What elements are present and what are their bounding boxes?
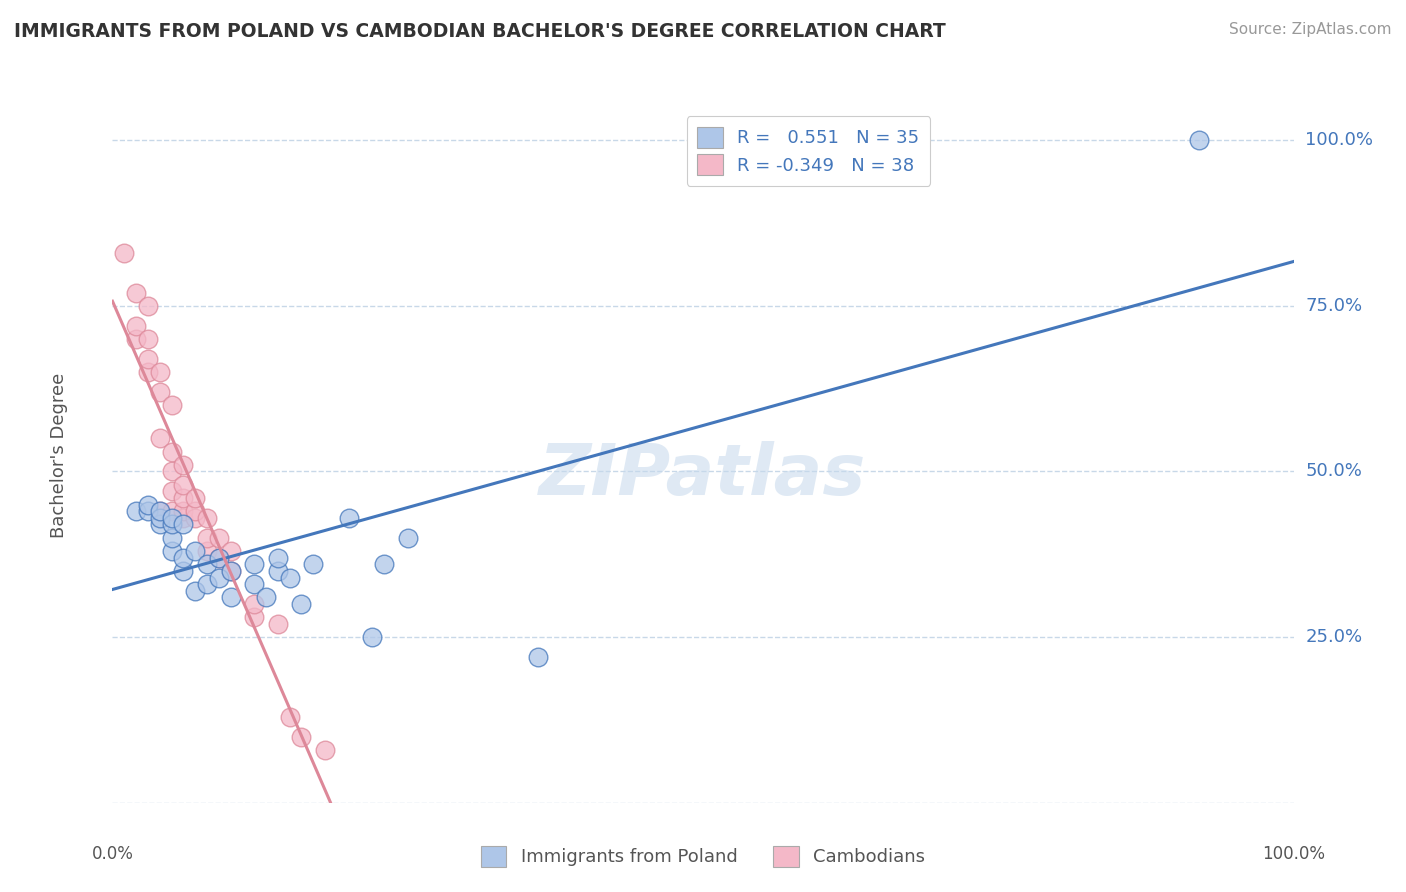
Point bbox=[149, 517, 172, 532]
Point bbox=[172, 511, 194, 525]
Point bbox=[149, 431, 172, 445]
Point bbox=[526, 650, 548, 665]
Text: 25.0%: 25.0% bbox=[1305, 628, 1362, 646]
Point bbox=[219, 564, 242, 578]
Point bbox=[1188, 133, 1211, 147]
Text: Bachelor's Degree: Bachelor's Degree bbox=[51, 372, 69, 538]
Point bbox=[254, 591, 277, 605]
Point bbox=[160, 444, 183, 458]
Point bbox=[396, 531, 419, 545]
Point bbox=[136, 299, 159, 313]
Point bbox=[172, 458, 194, 472]
Point bbox=[160, 511, 183, 525]
Point bbox=[184, 544, 207, 558]
Point bbox=[290, 730, 312, 744]
Point bbox=[172, 564, 194, 578]
Point bbox=[112, 245, 135, 260]
Point bbox=[290, 597, 312, 611]
Point bbox=[149, 504, 172, 518]
Point bbox=[160, 517, 183, 532]
Point bbox=[195, 558, 218, 572]
Point bbox=[243, 577, 266, 591]
Point bbox=[184, 504, 207, 518]
Point bbox=[267, 550, 290, 565]
Point bbox=[208, 531, 231, 545]
Point bbox=[219, 544, 242, 558]
Legend: Immigrants from Poland, Cambodians: Immigrants from Poland, Cambodians bbox=[474, 838, 932, 874]
Point bbox=[172, 504, 194, 518]
Point bbox=[172, 550, 194, 565]
Point bbox=[278, 570, 301, 584]
Text: ZIPatlas: ZIPatlas bbox=[540, 442, 866, 510]
Point bbox=[184, 511, 207, 525]
Point bbox=[373, 558, 395, 572]
Text: 100.0%: 100.0% bbox=[1305, 131, 1374, 149]
Point bbox=[208, 550, 231, 565]
Point bbox=[136, 365, 159, 379]
Point bbox=[160, 484, 183, 499]
Point bbox=[125, 318, 148, 333]
Point bbox=[172, 477, 194, 491]
Text: 75.0%: 75.0% bbox=[1305, 297, 1362, 315]
Point bbox=[361, 630, 384, 644]
Point bbox=[337, 511, 360, 525]
Point bbox=[172, 491, 194, 505]
Point bbox=[278, 709, 301, 723]
Point bbox=[208, 570, 231, 584]
Point bbox=[125, 504, 148, 518]
Point bbox=[195, 544, 218, 558]
Point bbox=[314, 743, 336, 757]
Point bbox=[160, 398, 183, 412]
Point bbox=[243, 597, 266, 611]
Point bbox=[184, 491, 207, 505]
Point bbox=[172, 517, 194, 532]
Text: IMMIGRANTS FROM POLAND VS CAMBODIAN BACHELOR'S DEGREE CORRELATION CHART: IMMIGRANTS FROM POLAND VS CAMBODIAN BACH… bbox=[14, 22, 946, 41]
Text: 100.0%: 100.0% bbox=[1263, 845, 1324, 863]
Point bbox=[136, 351, 159, 366]
Point bbox=[267, 564, 290, 578]
Point bbox=[195, 511, 218, 525]
Point bbox=[195, 577, 218, 591]
Point bbox=[149, 504, 172, 518]
Point bbox=[125, 332, 148, 346]
Point bbox=[184, 583, 207, 598]
Text: 50.0%: 50.0% bbox=[1305, 462, 1362, 481]
Point bbox=[302, 558, 325, 572]
Point bbox=[160, 531, 183, 545]
Point bbox=[149, 365, 172, 379]
Point bbox=[160, 544, 183, 558]
Text: Source: ZipAtlas.com: Source: ZipAtlas.com bbox=[1229, 22, 1392, 37]
Point bbox=[243, 610, 266, 624]
Point bbox=[125, 285, 148, 300]
Point bbox=[219, 591, 242, 605]
Point bbox=[160, 465, 183, 479]
Point bbox=[136, 332, 159, 346]
Point bbox=[149, 511, 172, 525]
Point bbox=[160, 504, 183, 518]
Point bbox=[219, 564, 242, 578]
Text: 0.0%: 0.0% bbox=[91, 845, 134, 863]
Point bbox=[136, 504, 159, 518]
Point bbox=[267, 616, 290, 631]
Point bbox=[149, 384, 172, 399]
Point bbox=[136, 498, 159, 512]
Point bbox=[243, 558, 266, 572]
Point bbox=[208, 550, 231, 565]
Point bbox=[195, 531, 218, 545]
